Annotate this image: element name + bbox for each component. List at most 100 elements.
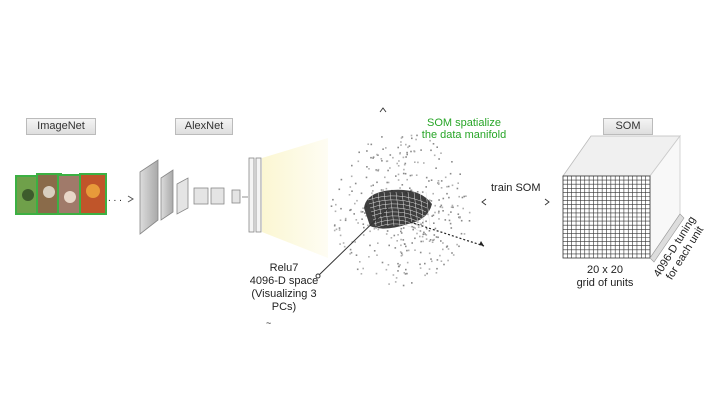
scatter-point (384, 176, 386, 179)
scatter-point (356, 268, 359, 271)
scatter-point (405, 245, 407, 248)
scatter-point (405, 268, 407, 271)
conv-layer (160, 169, 174, 221)
scatter-point (349, 248, 352, 251)
scatter-point (386, 181, 388, 184)
scatter-point (447, 248, 450, 250)
scatter-point (364, 212, 366, 214)
scatter-point (397, 146, 399, 149)
scatter-point (460, 219, 463, 222)
scatter-point (435, 167, 437, 169)
scatter-point (332, 198, 334, 201)
scatter-point (425, 227, 428, 230)
alexnet-label: AlexNet (175, 118, 233, 135)
scatter-point (435, 236, 438, 238)
scatter-point (428, 240, 431, 242)
scatter-point (425, 238, 428, 240)
tilde-mark: ~ (266, 318, 272, 328)
scatter-point (388, 244, 390, 247)
scatter-point (402, 239, 405, 241)
scatter-point (420, 149, 422, 151)
scatter-point (447, 259, 449, 262)
scatter-point (430, 179, 433, 181)
scatter-point (401, 184, 404, 186)
scatter-point (360, 192, 363, 195)
scatter-point (411, 174, 413, 177)
scatter-point (400, 232, 403, 234)
mesh-line (395, 191, 401, 227)
scatter-point (400, 238, 402, 241)
arrow-head-icon (544, 198, 550, 206)
scatter-point (385, 147, 387, 149)
scatter-point (398, 160, 400, 162)
scatter-point (395, 175, 397, 177)
mesh-line (389, 191, 395, 227)
scatter-point (397, 265, 400, 268)
scatter-point (330, 205, 333, 207)
scatter-point (449, 172, 452, 175)
scatter-point (377, 154, 379, 156)
scatter-point (440, 180, 443, 182)
scatter-point (399, 187, 401, 189)
scatter-point (456, 205, 459, 207)
mesh-line (383, 191, 389, 227)
som-cube (562, 134, 685, 263)
scatter-point (366, 166, 368, 168)
scatter-point (344, 217, 347, 220)
scatter-point (359, 261, 361, 263)
scatter-point (411, 282, 413, 284)
scatter-point (433, 222, 435, 224)
scatter-point (435, 272, 438, 274)
scatter-point (420, 240, 422, 243)
scatter-point (461, 196, 464, 199)
scatter-point (444, 176, 447, 179)
scatter-point (425, 220, 427, 223)
scatter-point (400, 137, 403, 139)
scatter-point (404, 172, 407, 175)
scatter-point (406, 178, 408, 181)
scatter-point (442, 248, 444, 251)
scatter-point (440, 187, 443, 189)
scatter-point (350, 175, 353, 178)
fc-layer (255, 157, 262, 233)
scatter-point (446, 185, 448, 188)
scatter-point (385, 268, 388, 271)
scatter-point (416, 134, 418, 137)
scatter-point (396, 162, 398, 165)
scatter-point (412, 226, 415, 229)
scatter-point (349, 209, 351, 212)
scatter-point (424, 233, 426, 235)
mesh-line (374, 223, 422, 233)
scatter-point (451, 184, 454, 187)
scatter-point (363, 226, 365, 229)
scatter-point (429, 239, 432, 241)
scatter-point (385, 233, 388, 235)
scatter-point (406, 249, 408, 252)
scatter-point (468, 211, 471, 214)
scatter-point (419, 235, 421, 238)
scatter-point (362, 223, 365, 225)
scatter-point (400, 255, 403, 257)
scatter-point (414, 249, 416, 251)
scatter-point (438, 218, 440, 220)
scatter-point (348, 194, 351, 196)
scatter-point (463, 195, 465, 198)
scatter-point (450, 206, 453, 208)
scatter-point (406, 151, 408, 154)
scatter-point (425, 186, 427, 188)
scatter-point (355, 219, 358, 221)
scatter-point (399, 152, 401, 155)
scatter-point (415, 138, 417, 141)
scatter-point (444, 219, 447, 221)
conv-layer (193, 187, 209, 205)
grid-line2: grid of units (576, 277, 634, 289)
scatter-point (387, 264, 390, 266)
scatter-point (381, 160, 383, 162)
scatter-point (377, 168, 380, 171)
scatter-point (409, 174, 412, 177)
scatter-point (354, 182, 357, 185)
scatter-point (367, 143, 369, 145)
scatter-point (373, 250, 376, 252)
som-spatialize-line2: the data manifold (421, 129, 507, 141)
scatter-point (417, 161, 419, 164)
